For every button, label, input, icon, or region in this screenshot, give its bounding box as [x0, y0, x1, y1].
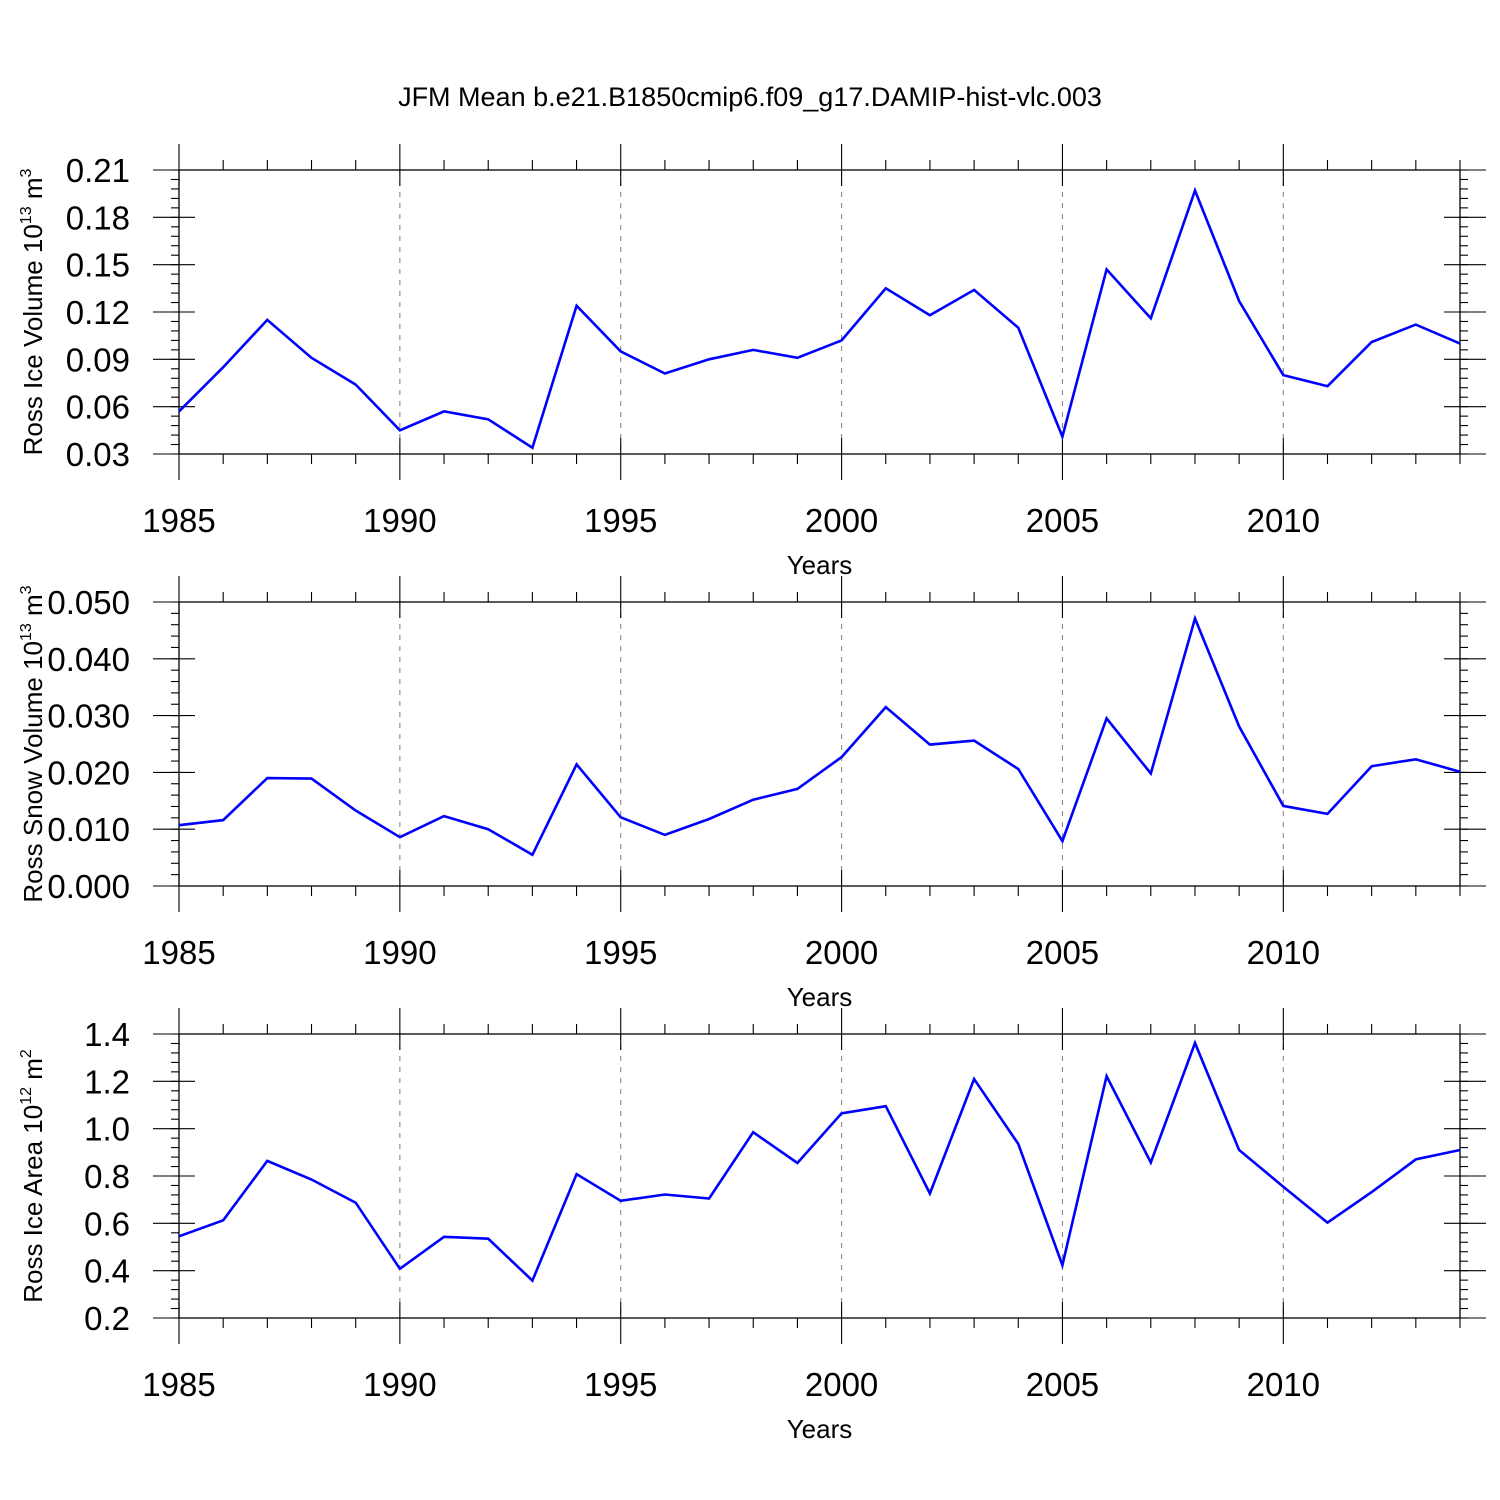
x-tick-label: 1990	[363, 1366, 436, 1403]
x-tick-label: 1985	[142, 934, 215, 971]
x-tick-label: 1985	[142, 502, 215, 539]
y-tick-label: 1.0	[84, 1111, 130, 1148]
plot-frame	[178, 601, 1461, 887]
y-tick-label: 0.030	[47, 698, 130, 735]
y-tick-label: 0.09	[66, 341, 130, 378]
y-tick-label: 0.15	[66, 247, 130, 284]
y-tick-label: 0.06	[66, 389, 130, 426]
x-tick-label: 2005	[1026, 1366, 1099, 1403]
x-tick-label: 1995	[584, 1366, 657, 1403]
y-tick-label: 1.2	[84, 1063, 130, 1100]
y-tick-label: 0.020	[47, 754, 130, 791]
x-tick-label: 2005	[1026, 934, 1099, 971]
x-axis-label: Years	[787, 550, 853, 580]
y-tick-label: 0.040	[47, 641, 130, 678]
y-tick-label: 0.010	[47, 811, 130, 848]
y-axis-label: Ross Snow Volume 1013 m3	[18, 585, 48, 902]
x-tick-label: 2005	[1026, 502, 1099, 539]
y-tick-label: 0.03	[66, 436, 130, 473]
series-line	[178, 186, 1461, 450]
x-tick-label: 1995	[584, 502, 657, 539]
y-tick-label: 0.18	[66, 199, 130, 236]
chart-title: JFM Mean b.e21.B1850cmip6.f09_g17.DAMIP-…	[398, 82, 1102, 112]
y-axis-label: Ross Ice Volume 1013 m3	[18, 168, 48, 455]
y-tick-label: 0.000	[47, 868, 130, 905]
y-tick-label: 0.21	[66, 152, 130, 189]
x-tick-label: 2000	[805, 934, 878, 971]
x-tick-label: 1985	[142, 1366, 215, 1403]
series-line	[178, 1039, 1461, 1283]
y-tick-label: 0.8	[84, 1158, 130, 1195]
x-tick-label: 2000	[805, 502, 878, 539]
y-tick-label: 0.050	[47, 584, 130, 621]
plot-frame	[178, 1033, 1461, 1319]
panel-snow-volume: 0.000 0.010 0.020 0.030 0.040 0.050 1985 1990 19…	[18, 576, 1486, 1012]
series-line	[178, 614, 1461, 857]
y-tick-label: 0.12	[66, 294, 130, 331]
plot-frame	[178, 169, 1461, 455]
panel-ice-area: 0.2 0.4 0.6 0.8 1.0 1.2 1.4 1985 1990 1995 2000 200…	[18, 1008, 1486, 1444]
x-tick-label: 2010	[1247, 502, 1320, 539]
x-axis-label: Years	[787, 1414, 853, 1444]
x-tick-label: 2010	[1247, 1366, 1320, 1403]
x-tick-label: 1995	[584, 934, 657, 971]
y-axis-label: Ross Ice Area 1012 m2	[18, 1049, 48, 1303]
x-tick-label: 2010	[1247, 934, 1320, 971]
y-tick-label: 0.4	[84, 1253, 130, 1290]
x-tick-label: 1990	[363, 502, 436, 539]
x-tick-label: 2000	[805, 1366, 878, 1403]
y-tick-label: 0.6	[84, 1205, 130, 1242]
x-axis-label: Years	[787, 982, 853, 1012]
panel-ice-volume: 0.03 0.06 0.09 0.12 0.15 0.18 0.21 1985 1990 1995…	[18, 144, 1486, 580]
x-tick-label: 1990	[363, 934, 436, 971]
y-tick-label: 0.2	[84, 1300, 130, 1337]
y-tick-label: 1.4	[84, 1016, 130, 1053]
